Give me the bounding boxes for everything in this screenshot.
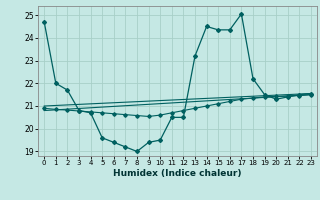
X-axis label: Humidex (Indice chaleur): Humidex (Indice chaleur) [113, 169, 242, 178]
